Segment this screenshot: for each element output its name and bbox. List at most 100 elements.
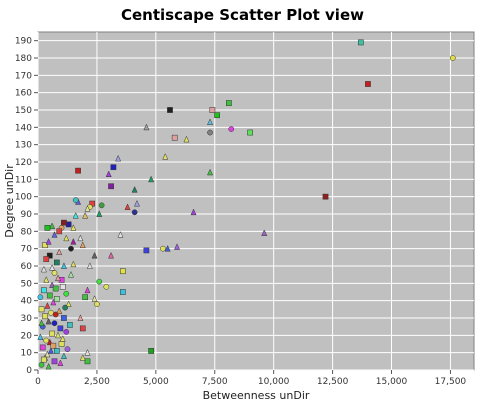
data-point xyxy=(322,193,329,200)
data-point xyxy=(51,358,58,365)
data-point xyxy=(77,234,84,242)
data-point xyxy=(38,319,45,327)
data-point xyxy=(148,175,155,183)
x-tick-label: 2,500 xyxy=(84,377,110,387)
data-point xyxy=(60,352,67,359)
plot-area xyxy=(37,31,475,371)
data-point xyxy=(183,135,190,143)
data-point xyxy=(61,219,67,226)
data-point xyxy=(115,154,122,162)
y-tick-label: 0 xyxy=(26,366,32,376)
data-point xyxy=(86,262,93,269)
data-point xyxy=(226,100,232,106)
data-point xyxy=(72,197,79,203)
data-point xyxy=(44,302,51,309)
data-point xyxy=(51,270,58,276)
data-point xyxy=(133,199,140,207)
data-point xyxy=(94,301,100,307)
data-point xyxy=(64,346,71,353)
data-point xyxy=(108,251,115,259)
data-point xyxy=(96,210,103,217)
y-tick-label: 120 xyxy=(15,158,32,168)
grid-lines xyxy=(37,32,474,371)
y-tick-label: 20 xyxy=(21,331,33,341)
y-tick-label: 140 xyxy=(15,123,32,133)
data-point xyxy=(131,186,138,193)
y-tick-label: 170 xyxy=(15,71,32,81)
data-point xyxy=(207,129,213,136)
x-tick-label: 0 xyxy=(35,377,41,387)
data-point xyxy=(96,278,103,285)
data-point xyxy=(65,300,72,307)
data-point xyxy=(44,350,51,358)
y-tick-label: 90 xyxy=(21,210,33,220)
data-point xyxy=(117,231,124,238)
data-point xyxy=(59,283,66,290)
data-point xyxy=(45,362,52,370)
y-tick-label: 70 xyxy=(21,245,33,255)
data-point xyxy=(51,320,58,327)
data-point xyxy=(108,183,114,190)
data-point xyxy=(56,248,63,255)
data-point xyxy=(56,228,63,235)
data-point xyxy=(171,134,178,141)
y-tick-label: 130 xyxy=(15,141,32,151)
data-point xyxy=(119,289,126,295)
y-axis-label: Degree unDir xyxy=(3,164,16,238)
data-point xyxy=(75,167,81,174)
y-tick-label: 100 xyxy=(15,193,32,203)
data-point xyxy=(60,262,67,269)
data-point xyxy=(82,212,89,219)
data-point xyxy=(79,354,86,361)
data-point xyxy=(261,229,268,236)
data-point xyxy=(214,112,220,119)
chart-title: Centiscape Scatter Plot view xyxy=(121,6,364,24)
data-point xyxy=(365,81,371,87)
x-axis-label: Betweenness unDir xyxy=(203,389,310,402)
data-point xyxy=(84,205,91,212)
data-point xyxy=(52,285,59,292)
data-point xyxy=(54,259,60,266)
data-point xyxy=(84,358,91,365)
data-point xyxy=(63,329,70,335)
x-tick-label: 17,500 xyxy=(435,377,467,387)
data-point xyxy=(103,283,110,290)
y-tick-label: 30 xyxy=(21,314,33,324)
data-point xyxy=(105,170,112,177)
data-point xyxy=(43,337,50,344)
y-tick-label: 80 xyxy=(21,227,33,237)
data-point xyxy=(449,55,456,61)
data-point xyxy=(143,247,150,254)
data-point xyxy=(43,276,50,283)
data-point xyxy=(63,234,70,242)
data-point xyxy=(91,295,98,302)
data-point xyxy=(41,287,47,294)
data-points xyxy=(37,39,456,370)
data-point xyxy=(46,252,53,259)
data-point xyxy=(49,222,56,229)
data-point xyxy=(190,208,197,216)
data-point xyxy=(84,348,91,356)
y-tick-label: 10 xyxy=(21,349,33,359)
data-point xyxy=(51,231,58,238)
data-point xyxy=(50,342,57,349)
y-tick-label: 110 xyxy=(15,175,32,185)
data-point xyxy=(48,309,54,316)
data-point xyxy=(131,209,138,216)
data-point xyxy=(38,306,45,313)
data-point xyxy=(68,270,74,278)
data-point xyxy=(164,244,171,252)
data-point xyxy=(54,296,60,302)
axes: 0 2,500 5,000 7,500 10,000 12,500 15,000 17,500… xyxy=(15,37,467,387)
data-point xyxy=(79,325,86,332)
y-tick-label: 190 xyxy=(15,37,32,47)
data-point xyxy=(98,202,105,209)
data-point xyxy=(59,335,66,342)
data-point xyxy=(70,224,77,231)
data-point xyxy=(68,245,74,252)
data-point xyxy=(49,330,55,337)
data-point xyxy=(247,129,253,136)
data-point xyxy=(44,225,51,231)
data-point xyxy=(43,256,50,262)
data-point xyxy=(45,238,52,245)
